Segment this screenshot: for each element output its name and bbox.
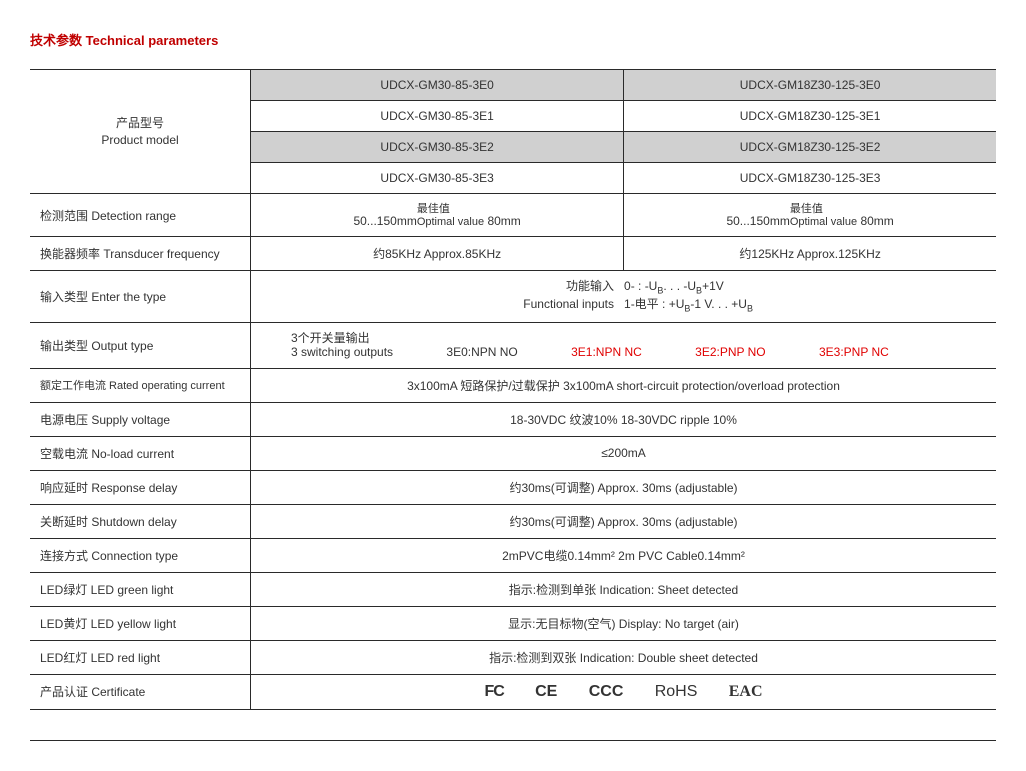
cert-eac: EAC — [729, 683, 763, 701]
label-output-type: 输出类型 Output type — [30, 322, 251, 368]
model-a-0: UDCX-GM30-85-3E0 — [251, 70, 624, 101]
label-noload-current: 空载电流 No-load current — [30, 436, 251, 470]
supply-voltage-value: 18-30VDC 纹波10% 18-30VDC ripple 10% — [251, 402, 997, 436]
label-rated-current: 额定工作电流 Rated operating current — [30, 368, 251, 402]
model-b-3: UDCX-GM18Z30-125-3E3 — [624, 163, 996, 194]
et-line0a: 0- : -U — [624, 279, 657, 293]
led-green-value: 指示:检测到单张 Indication: Sheet detected — [251, 572, 997, 606]
et-line0b: . . . -U — [663, 279, 696, 293]
ot-e0: 3E0:NPN NO — [446, 345, 517, 359]
label-shutdown-delay: 关断延时 Shutdown delay — [30, 504, 251, 538]
et-line0c: +1V — [702, 279, 724, 293]
rated-current-value: 3x100mA 短路保护/过载保护 3x100mA short-circuit … — [251, 368, 997, 402]
cert-ccc: CCC — [589, 683, 624, 701]
label-enter-type: 输入类型 Enter the type — [30, 271, 251, 322]
label-product-model-en: Product model — [40, 132, 240, 149]
label-transducer: 换能器频率 Transducer frequency — [30, 237, 251, 271]
ot-prefix-cn: 3个开关量输出 — [291, 331, 370, 345]
certificate-value: FC CE CCC RoHS EAC — [251, 674, 997, 709]
model-a-1: UDCX-GM30-85-3E1 — [251, 101, 624, 132]
dr-opt-cn-b: 最佳值 — [790, 203, 823, 215]
detection-range-a: 50...150mm最佳值Optimal value 80mm — [251, 194, 624, 237]
label-led-yellow: LED黄灯 LED yellow light — [30, 606, 251, 640]
ot-prefix-en: 3 switching outputs — [291, 345, 393, 359]
response-delay-value: 约30ms(可调整) Approx. 30ms (adjustable) — [251, 470, 997, 504]
cert-fc: FC — [484, 683, 503, 701]
label-response-delay: 响应延时 Response delay — [30, 470, 251, 504]
ot-e3: 3E3:PNP NC — [819, 345, 889, 359]
model-a-3: UDCX-GM30-85-3E3 — [251, 163, 624, 194]
ot-e2: 3E2:PNP NO — [695, 345, 765, 359]
dr-prefix-a: 50...150mm — [353, 214, 416, 228]
label-product-model-cn: 产品型号 — [40, 115, 240, 132]
enter-type-en: Functional inputs — [494, 297, 614, 311]
et-sub-4: B — [747, 303, 753, 313]
label-supply-voltage: 电源电压 Supply voltage — [30, 402, 251, 436]
label-certificate: 产品认证 Certificate — [30, 674, 251, 709]
cert-ce: CE — [535, 683, 557, 701]
bottom-spacer — [30, 709, 996, 740]
dr-suffix-b: 80mm — [860, 214, 893, 228]
dr-suffix-a: 80mm — [487, 214, 520, 228]
label-led-red: LED红灯 LED red light — [30, 640, 251, 674]
dr-prefix-b: 50...150mm — [726, 214, 789, 228]
label-product-model: 产品型号 Product model — [30, 70, 251, 194]
model-b-1: UDCX-GM18Z30-125-3E1 — [624, 101, 996, 132]
cert-rohs: RoHS — [655, 683, 698, 701]
transducer-a: 约85KHz Approx.85KHz — [251, 237, 624, 271]
spec-table: 产品型号 Product model UDCX-GM30-85-3E0 UDCX… — [30, 69, 996, 741]
noload-current-value: ≤200mA — [251, 436, 997, 470]
model-b-2: UDCX-GM18Z30-125-3E2 — [624, 132, 996, 163]
ot-e1: 3E1:NPN NC — [571, 345, 642, 359]
detection-range-b: 50...150mm最佳值Optimal value 80mm — [624, 194, 996, 237]
model-a-2: UDCX-GM30-85-3E2 — [251, 132, 624, 163]
shutdown-delay-value: 约30ms(可调整) Approx. 30ms (adjustable) — [251, 504, 997, 538]
connection-type-value: 2mPVC电缆0.14mm² 2m PVC Cable0.14mm² — [251, 538, 997, 572]
output-type-value: 3个开关量输出 3 switching outputs 3E0:NPN NO 3… — [251, 322, 997, 368]
led-red-value: 指示:检测到双张 Indication: Double sheet detect… — [251, 640, 997, 674]
led-yellow-value: 显示:无目标物(空气) Display: No target (air) — [251, 606, 997, 640]
dr-opt-cn-a: 最佳值 — [417, 203, 450, 215]
et-line1a: 1-电平 : +U — [624, 297, 684, 311]
model-b-0: UDCX-GM18Z30-125-3E0 — [624, 70, 996, 101]
dr-opt-en-a: Optimal value — [417, 216, 484, 228]
label-detection-range: 检测范围 Detection range — [30, 194, 251, 237]
enter-type-value: 功能输入 0- : -UB. . . -UB+1V Functional inp… — [251, 271, 997, 322]
label-led-green: LED绿灯 LED green light — [30, 572, 251, 606]
et-line1b: -1 V. . . +U — [690, 297, 747, 311]
label-connection-type: 连接方式 Connection type — [30, 538, 251, 572]
dr-opt-en-b: Optimal value — [790, 216, 857, 228]
enter-type-cn: 功能输入 — [494, 279, 614, 293]
page-title: 技术参数 Technical parameters — [30, 30, 996, 49]
transducer-b: 约125KHz Approx.125KHz — [624, 237, 996, 271]
